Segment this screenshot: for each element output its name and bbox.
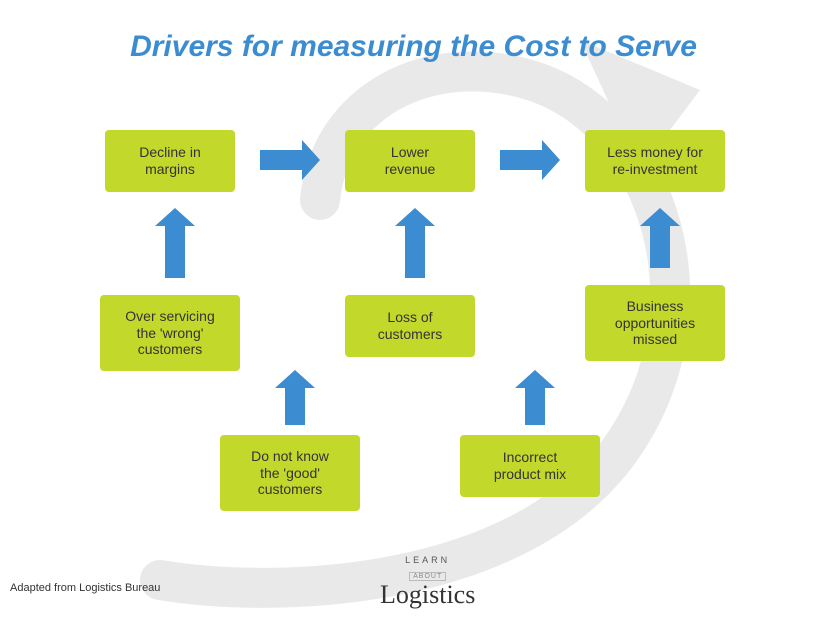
diagram-title: Drivers for measuring the Cost to Serve [0, 30, 827, 64]
arrow-a4 [395, 208, 435, 278]
node-prodmix: Incorrectproduct mix [460, 435, 600, 497]
arrow-a2 [500, 140, 560, 180]
logo-logistics: Logistics [380, 583, 475, 606]
node-decline: Decline inmargins [105, 130, 235, 192]
node-lower: Lowerrevenue [345, 130, 475, 192]
node-loss: Loss ofcustomers [345, 295, 475, 357]
arrow-a1 [260, 140, 320, 180]
arrow-a3 [155, 208, 195, 278]
arrow-a5 [640, 208, 680, 268]
logo: LEARN ABOUT Logistics [380, 555, 475, 606]
logo-learn: LEARN [380, 555, 475, 565]
node-bizopp: Businessopportunitiesmissed [585, 285, 725, 361]
arrow-a6 [275, 370, 315, 425]
node-overserv: Over servicingthe 'wrong'customers [100, 295, 240, 371]
node-dontknow: Do not knowthe 'good'customers [220, 435, 360, 511]
attribution-text: Adapted from Logistics Bureau [10, 582, 160, 594]
arrow-a7 [515, 370, 555, 425]
node-lessmoney: Less money forre-investment [585, 130, 725, 192]
